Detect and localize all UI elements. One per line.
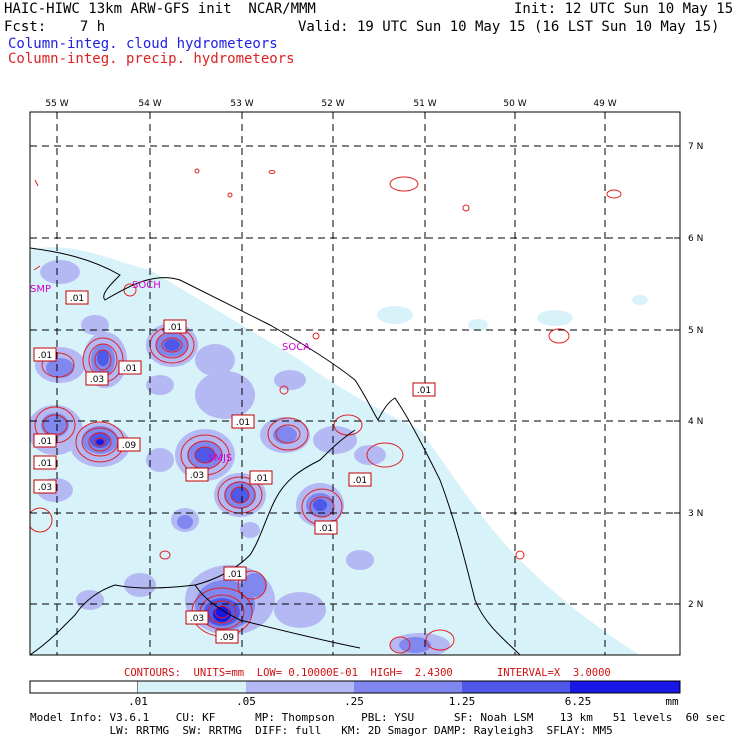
svg-text:.01: .01 <box>38 437 52 447</box>
contour-label-box: .01 <box>314 520 338 535</box>
frame-ticks <box>56 112 680 605</box>
svg-text:.03: .03 <box>190 614 204 624</box>
station-label: SOCA <box>282 342 310 353</box>
field2-legend: Column-integ. precip. hydrometeors <box>8 51 295 67</box>
valid-time: Valid: 19 UTC Sun 10 May 15 (16 LST Sun … <box>298 19 720 35</box>
svg-text:.09: .09 <box>220 633 235 643</box>
svg-text:.03: .03 <box>38 483 52 493</box>
svg-text:.01: .01 <box>417 386 431 396</box>
colorbar-label: 6.25 <box>564 695 592 708</box>
contour-label-box: .09 <box>215 629 239 644</box>
svg-text:.01: .01 <box>353 476 367 486</box>
lon-label: 54 W <box>138 99 161 109</box>
field1-legend: Column-integ. cloud hydrometeors <box>8 36 278 52</box>
svg-text:.01: .01 <box>123 364 137 374</box>
contour-label-box: .01 <box>65 290 89 305</box>
lat-label: 6 N <box>688 234 703 244</box>
lat-label: 7 N <box>688 142 703 152</box>
contour-label-box: .01 <box>223 566 247 581</box>
lat-label: 3 N <box>688 509 703 519</box>
svg-text:.03: .03 <box>190 471 204 481</box>
svg-text:.01: .01 <box>319 524 333 534</box>
contour-label-box: .01 <box>118 360 142 375</box>
lat-label: 2 N <box>688 600 703 610</box>
lon-label: 49 W <box>593 99 616 109</box>
svg-text:.01: .01 <box>254 474 268 484</box>
colorbar-units: mm <box>665 695 679 708</box>
svg-text:.09: .09 <box>122 441 137 451</box>
init-time: Init: 12 UTC Sun 10 May 15 <box>514 1 734 17</box>
contour-label-box: .03 <box>185 467 209 482</box>
contour-label-box: .01 <box>33 433 57 448</box>
svg-text:.01: .01 <box>70 294 84 304</box>
svg-text:.01: .01 <box>236 418 250 428</box>
lon-label: 50 W <box>503 99 526 109</box>
lat-lon-grid <box>30 112 680 655</box>
forecast-hour: Fcst: 7 h <box>4 19 106 35</box>
contour-label-box: .01 <box>33 455 57 470</box>
plot-frame <box>29 111 681 656</box>
model-info-line1: Model Info: V3.6.1 CU: KF MP: Thompson P… <box>30 711 726 724</box>
colorbar-label: 1.25 <box>448 695 476 708</box>
model-title: HAIC-HIWC 13km ARW-GFS init NCAR/MMM <box>4 1 316 17</box>
colorbar-label: .25 <box>344 695 364 708</box>
contour-info: CONTOURS: UNITS=mm LOW= 0.10000E-01 HIGH… <box>124 667 611 679</box>
cloud-shading <box>30 168 648 655</box>
contour-label-box: .03 <box>85 371 109 386</box>
station-label: SOCH <box>132 280 161 291</box>
contour-label-box: .03 <box>33 479 57 494</box>
contour-label-box: .01 <box>348 472 372 487</box>
contour-label-box: .01 <box>231 414 255 429</box>
lon-label: 55 W <box>45 99 68 109</box>
contour-label-box: .01 <box>33 347 57 362</box>
contour-label-box: .01 <box>163 319 187 334</box>
coastline <box>30 247 521 655</box>
svg-text:.01: .01 <box>228 570 242 580</box>
colorbar-label: .01 <box>128 695 148 708</box>
lat-label: 4 N <box>688 417 703 427</box>
station-label: SMP <box>30 284 51 295</box>
contour-label-box: .01 <box>412 382 436 397</box>
contour-label-box: .03 <box>185 610 209 625</box>
lat-label: 5 N <box>688 326 703 336</box>
lon-label: 53 W <box>230 99 253 109</box>
svg-text:.01: .01 <box>38 459 52 469</box>
lon-label: 52 W <box>321 99 344 109</box>
svg-text:.03: .03 <box>90 375 104 385</box>
contour-label-box: .01 <box>249 470 273 485</box>
model-info-line2: LW: RRTMG SW: RRTMG DIFF: full KM: 2D Sm… <box>30 724 613 737</box>
station-label: SMJS <box>208 453 232 464</box>
colorbar-label: .05 <box>236 695 256 708</box>
svg-text:.01: .01 <box>38 351 52 361</box>
svg-text:.01: .01 <box>168 323 182 333</box>
contour-label-box: .09 <box>117 437 141 452</box>
lon-label: 51 W <box>413 99 436 109</box>
